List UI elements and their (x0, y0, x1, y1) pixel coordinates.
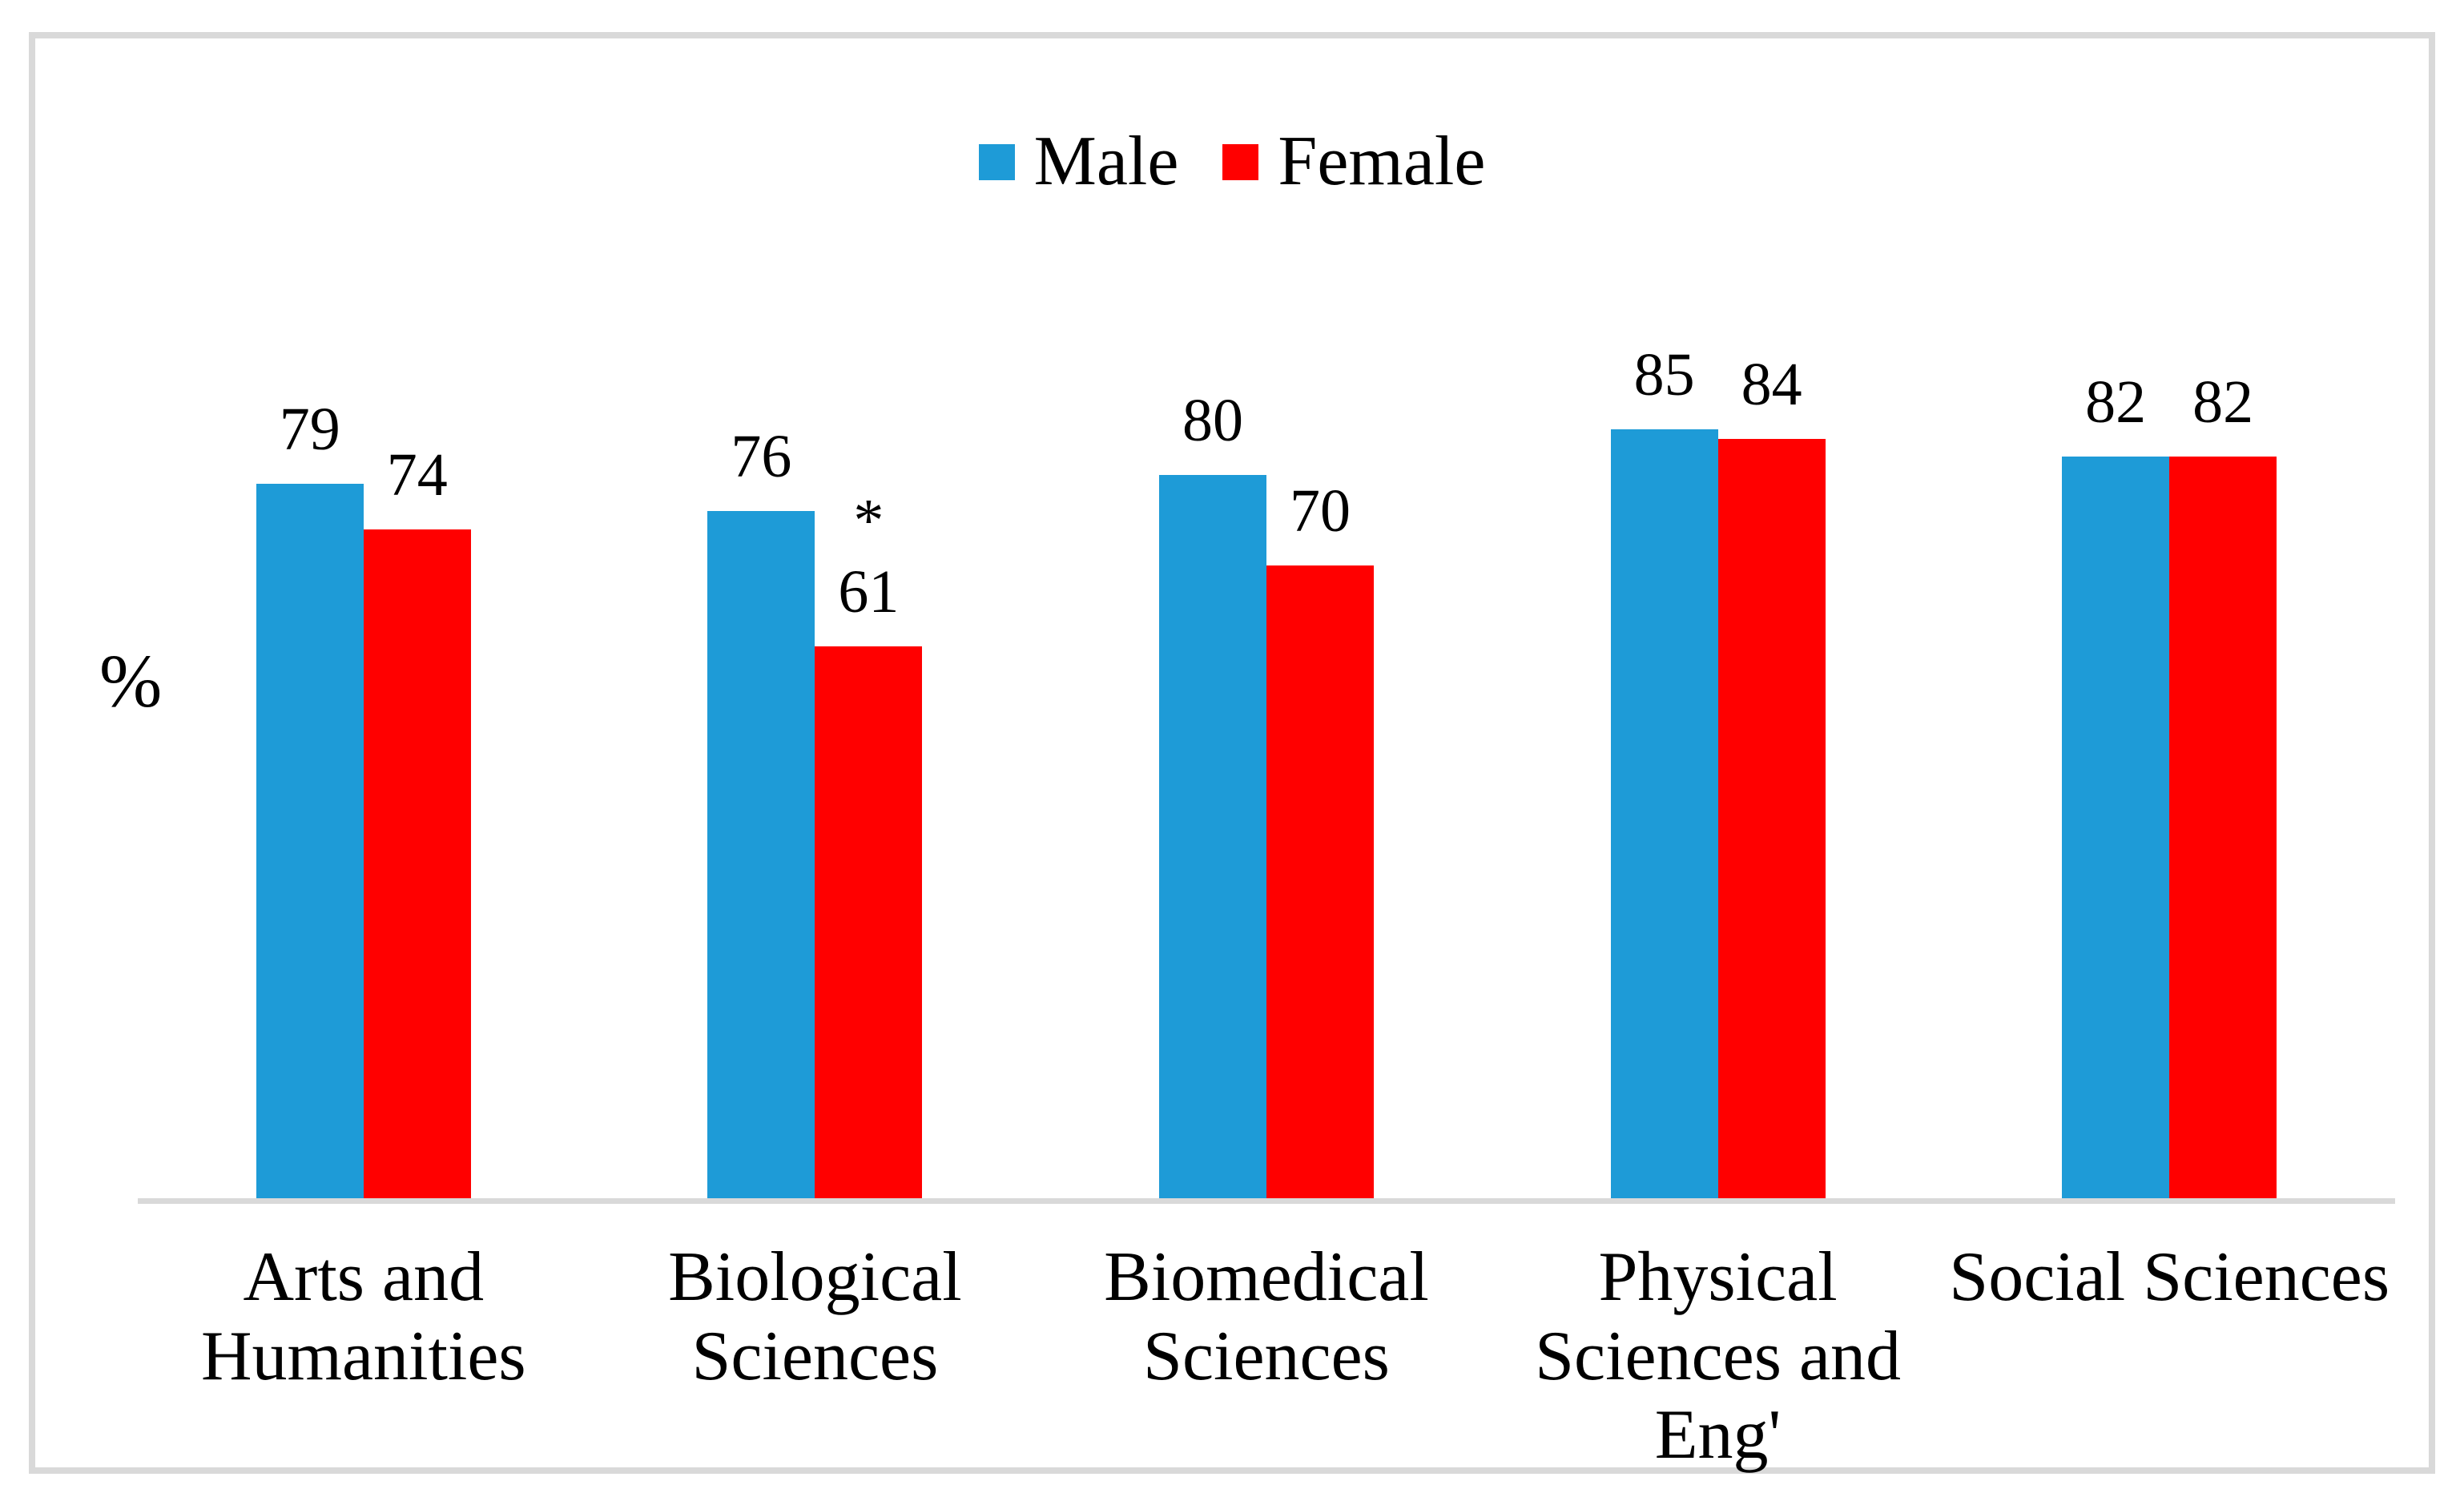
chart-frame: Male Female % 79 74 76 * 61 80 70 85 84 82 82 Art… (29, 32, 2435, 1474)
bar-column-male-0: 79 (256, 294, 364, 1198)
bar-column-male-2: 80 (1158, 294, 1266, 1198)
legend-label-female: Female (1278, 123, 1486, 200)
category-label-4: Social Sciences (1949, 1238, 2390, 1316)
x-axis-line (138, 1198, 2395, 1204)
plot-area: 79 74 76 * 61 80 70 85 84 82 82 (138, 294, 2395, 1198)
bar-column-female-4: 82 (2169, 294, 2277, 1198)
y-axis-label: % (99, 640, 163, 723)
male-series-swatch-icon (978, 143, 1015, 180)
data-label-female-4: 82 (2192, 368, 2254, 437)
bar-group-1: 76 * 61 (590, 294, 1041, 1198)
data-label-male-4: 82 (2085, 368, 2147, 437)
bar-female-4 (2169, 457, 2277, 1198)
data-label-female-1: * 61 (838, 486, 900, 626)
bar-column-male-3: 85 (1610, 294, 1718, 1198)
bar-female-1 (815, 646, 923, 1198)
legend-item-male: Male (978, 123, 1179, 200)
bar-female-2 (1266, 565, 1374, 1198)
category-label-1: Biological Sciences (668, 1238, 962, 1395)
data-label-male-3: 85 (1633, 341, 1695, 409)
legend-label-male: Male (1033, 123, 1179, 200)
bar-female-0 (363, 529, 471, 1198)
bar-female-3 (1717, 439, 1826, 1198)
bar-male-4 (2062, 457, 2170, 1198)
bar-column-female-1: * 61 (815, 294, 923, 1198)
data-label-female-3: 84 (1741, 351, 1802, 419)
bar-male-2 (1158, 475, 1266, 1198)
data-label-female-2: 70 (1289, 477, 1351, 545)
bar-group-2: 80 70 (1041, 294, 1492, 1198)
legend-item-female: Female (1222, 127, 1485, 197)
bar-column-female-3: 84 (1717, 294, 1826, 1198)
bar-group-3: 85 84 (1492, 294, 1944, 1198)
bar-column-male-1: 76 (707, 294, 815, 1198)
data-label-female-0: 74 (386, 441, 448, 509)
category-label-2: Biomedical Sciences (1104, 1238, 1429, 1395)
bar-column-male-4: 82 (2062, 294, 2170, 1198)
category-label-0: Arts and Humanities (200, 1238, 526, 1395)
data-label-male-1: 76 (731, 423, 792, 491)
category-label-3: Physical Sciences and Eng' (1535, 1238, 1902, 1475)
female-series-swatch-icon (1222, 143, 1259, 180)
bar-male-3 (1610, 429, 1718, 1198)
bar-male-0 (256, 484, 364, 1198)
bar-male-1 (707, 511, 815, 1198)
x-axis-category-labels: Arts and Humanities Biological Sciences Bi… (138, 1238, 2395, 1475)
bar-column-female-2: 70 (1266, 294, 1374, 1198)
legend: Male Female (35, 127, 2429, 197)
data-label-male-2: 80 (1182, 387, 1243, 455)
bar-column-female-0: 74 (363, 294, 471, 1198)
bar-group-4: 82 82 (1943, 294, 2395, 1198)
bar-group-0: 79 74 (138, 294, 590, 1198)
data-label-male-0: 79 (279, 396, 340, 464)
